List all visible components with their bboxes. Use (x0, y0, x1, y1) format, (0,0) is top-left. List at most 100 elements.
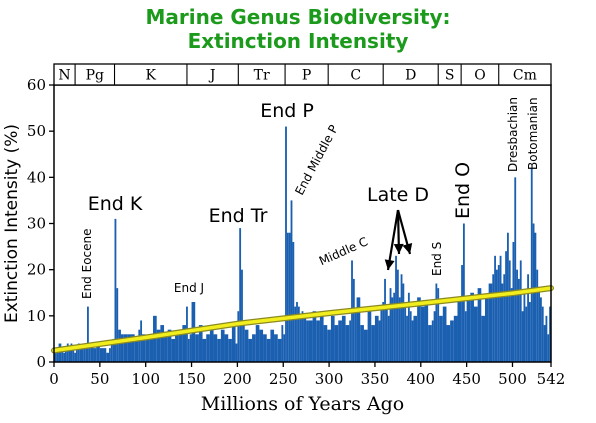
bar (142, 334, 146, 362)
bar (545, 315, 548, 362)
bar (495, 269, 498, 362)
bar (400, 274, 403, 362)
bar (466, 297, 471, 362)
x-tick-label: 500 (498, 370, 527, 388)
bar (156, 329, 161, 362)
period-label-d: D (405, 68, 416, 84)
bar (288, 232, 291, 362)
bar (171, 338, 176, 362)
chart-title: Marine Genus Biodiversity: Extinction In… (0, 5, 596, 53)
bar (285, 126, 287, 362)
bar (488, 283, 493, 362)
bar (367, 311, 372, 362)
period-strip: N Pg K J Tr P C D S O Cm (53, 63, 552, 86)
bar (134, 338, 139, 362)
bar (433, 311, 436, 362)
bar (514, 177, 517, 362)
bar (516, 269, 518, 362)
bar (470, 292, 474, 362)
trend-layer (51, 285, 554, 354)
annotation-late-d: Late D (367, 184, 429, 206)
bar (164, 334, 168, 362)
bar (413, 315, 418, 362)
chart-title-line-1: Marine Genus Biodiversity: (145, 5, 451, 29)
bar (202, 338, 207, 362)
bar (120, 334, 124, 362)
bar (242, 320, 245, 362)
bar (281, 325, 284, 362)
bar (88, 343, 91, 362)
bar (235, 343, 238, 362)
bar (252, 334, 256, 362)
bar (457, 297, 462, 362)
x-tick-label: 150 (177, 370, 206, 388)
bar (140, 320, 143, 362)
x-tick-label: 0 (49, 370, 59, 388)
late-d-arrowhead (384, 259, 395, 270)
bar (506, 232, 509, 362)
annotation-end-k: End K (88, 193, 143, 215)
bar (63, 352, 65, 362)
bar (477, 288, 482, 362)
late-d-arrow (386, 209, 400, 271)
axes-layer: 0 10 20 30 40 50 60 0 50 100 150 200 250 300 350 400 450… (2, 76, 565, 415)
bar (356, 297, 361, 362)
bar (72, 348, 75, 362)
bar (292, 241, 295, 362)
bar (393, 292, 396, 362)
bar (420, 306, 425, 362)
bar (160, 325, 165, 362)
bar (543, 325, 546, 362)
bar (303, 315, 307, 362)
bar (363, 329, 368, 362)
y-axis-title: Extinction Intensity (%) (2, 124, 22, 323)
bar (352, 278, 355, 362)
bar (461, 265, 463, 362)
bar (435, 283, 438, 362)
bar (538, 288, 540, 362)
bar (241, 269, 243, 362)
annotation-end-j: End J (174, 281, 204, 295)
bar (437, 288, 440, 362)
bar (270, 329, 275, 362)
bar (283, 334, 286, 362)
x-tick-label: 400 (406, 370, 435, 388)
annotation-end-eocene: End Eocene (80, 228, 94, 299)
bar (492, 274, 495, 362)
period-label-k: K (146, 68, 157, 84)
bar (371, 325, 375, 362)
bar (528, 301, 531, 362)
bar (446, 325, 451, 362)
bar (521, 311, 524, 362)
bar (103, 348, 107, 362)
bar (334, 325, 339, 362)
bar (391, 297, 394, 362)
bar (398, 297, 401, 362)
bar (65, 348, 67, 362)
bar (277, 338, 282, 362)
annotation-end-middle-p: End Middle P (292, 123, 341, 198)
bar (404, 306, 407, 362)
x-tick-label: 300 (315, 370, 344, 388)
bar (442, 306, 447, 362)
bar (497, 265, 500, 362)
x-tick-label: 50 (90, 370, 109, 388)
bar (237, 311, 240, 362)
bar (149, 334, 154, 362)
y-tick-label: 60 (27, 76, 46, 94)
period-label-j: J (208, 68, 216, 84)
bar (187, 338, 190, 362)
period-label-cm: Cm (513, 68, 537, 84)
bar (231, 325, 236, 362)
y-tick-label: 30 (27, 215, 46, 233)
bar (439, 315, 443, 362)
period-label-p: P (302, 68, 311, 84)
bar (462, 223, 465, 362)
bar (110, 343, 113, 362)
y-tick-label: 10 (27, 307, 46, 325)
bar (74, 352, 76, 362)
bar (473, 306, 478, 362)
bar (503, 274, 506, 362)
late-d-arrowhead (402, 243, 413, 254)
